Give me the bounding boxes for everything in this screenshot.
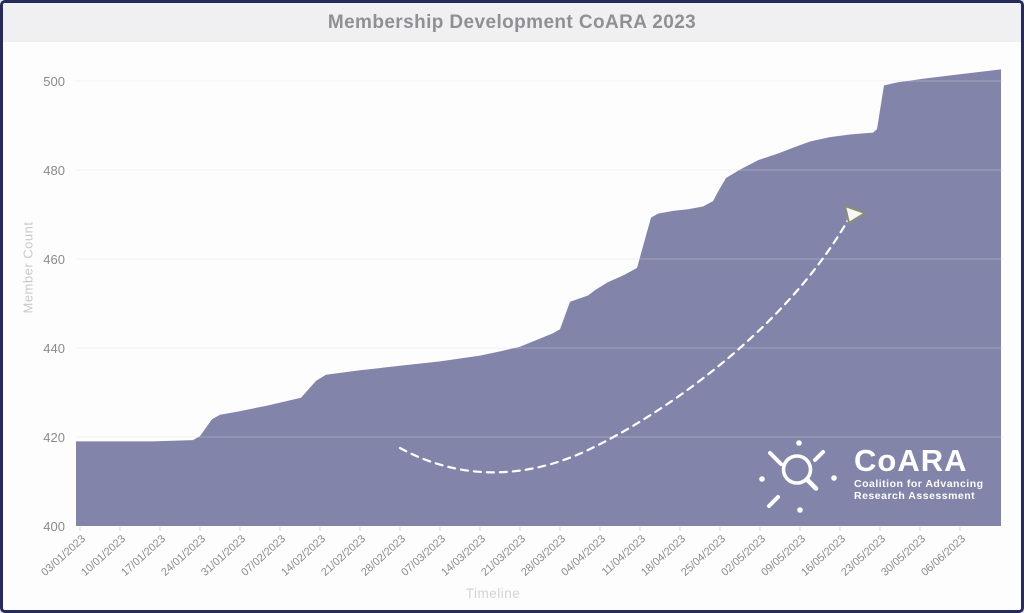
ray-dot-e [831,475,837,481]
coara-logo: CoARA Coalition for Advancing Research A… [752,431,984,516]
y-tick-label: 400 [43,519,65,534]
coara-logo-name: CoARA [854,442,968,478]
y-tick-label: 480 [43,163,65,178]
membership-area-series [76,69,1001,527]
coara-tagline-line1: Coalition for Advancing [854,477,984,490]
dashed-arrow-curve [398,218,850,474]
magnifier-handle [804,477,819,491]
chart-header-bar: Membership Development CoARA 2023 [3,3,1021,42]
coara-tagline-line2: Research Assessment [854,489,976,502]
ray-ne [813,450,825,462]
y-axis-title: Member Count [20,221,36,314]
magnifier-rays-icon [759,440,837,513]
ray-dot-n [796,440,802,446]
ray-dot-w [759,476,765,482]
x-axis-title: Timeline [465,586,521,601]
ray-nw [768,451,783,466]
coara-logo-text: CoARA Coalition for Advancing Research A… [854,442,984,502]
magnifier-lens [781,454,813,485]
ray-sw [767,495,780,508]
y-tick-label: 500 [43,74,65,89]
arrowhead-icon [844,205,866,224]
y-tick-label: 460 [43,252,65,267]
y-tick-label: 420 [43,430,65,445]
ray-dot-s [797,507,803,513]
chart-title: Membership Development CoARA 2023 [327,11,697,33]
membership-area-chart [76,69,1003,531]
coara-logo-tagline: Coalition for Advancing Research Assessm… [854,478,984,502]
y-tick-label: 440 [43,341,65,356]
